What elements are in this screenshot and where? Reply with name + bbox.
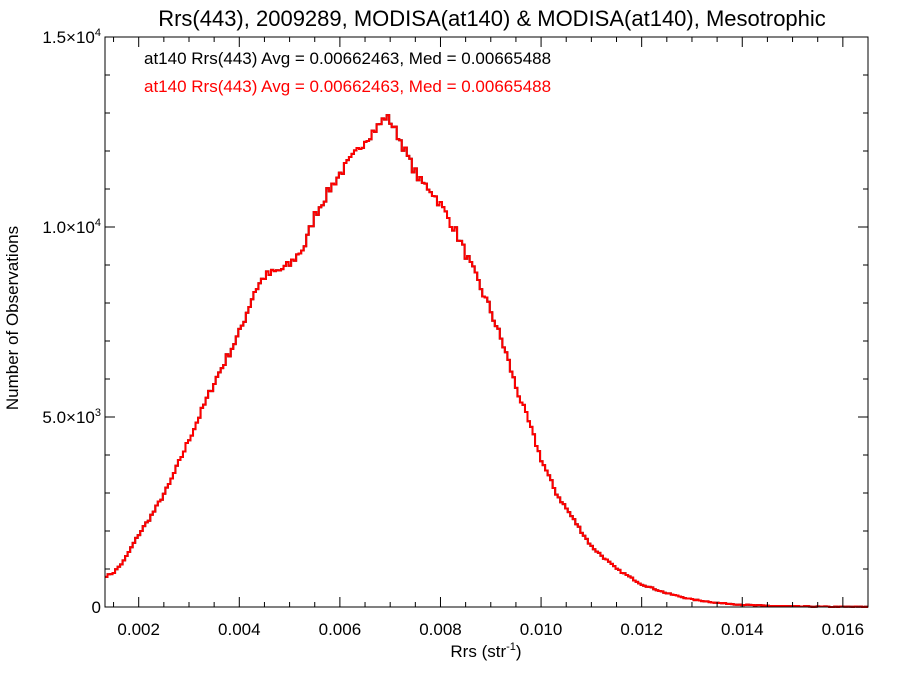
x-axis-label-tail: ) [516, 642, 522, 661]
x-axis-label: Rrs (str-1) [450, 641, 521, 661]
histogram-series-2 [105, 114, 868, 608]
chart-title: Rrs(443), 2009289, MODISA(at140) & MODIS… [158, 6, 826, 31]
y-tick-label: 5.0×103 [42, 407, 101, 427]
x-tick-label: 0.004 [218, 620, 261, 639]
x-axis-label-main: Rrs (str [450, 642, 506, 661]
legend: at140 Rrs(443) Avg = 0.00662463, Med = 0… [144, 49, 551, 96]
legend-entry-1: at140 Rrs(443) Avg = 0.00662463, Med = 0… [144, 49, 551, 68]
y-axis-label: Number of Observations [3, 226, 22, 410]
x-tick-label: 0.010 [520, 620, 563, 639]
plot-frame [104, 36, 869, 608]
x-axis-label-superscript: -1 [506, 641, 516, 653]
y-tick-label: 1.5×104 [42, 27, 101, 47]
series-layer [105, 114, 868, 608]
x-tick-label: 0.006 [319, 620, 362, 639]
x-tick-label: 0.014 [721, 620, 764, 639]
y-tick-label: 0 [92, 598, 101, 617]
x-tick-label: 0.012 [620, 620, 663, 639]
x-tick-label: 0.016 [822, 620, 865, 639]
x-tick-label: 0.002 [117, 620, 160, 639]
y-tick-label: 1.0×104 [42, 217, 101, 237]
legend-entry-2: at140 Rrs(443) Avg = 0.00662463, Med = 0… [144, 77, 551, 96]
ticks-layer: 0.002 0.004 0.006 0.008 0.010 0.012 0.014 0.016… [42, 27, 868, 639]
x-tick-label: 0.008 [419, 620, 462, 639]
